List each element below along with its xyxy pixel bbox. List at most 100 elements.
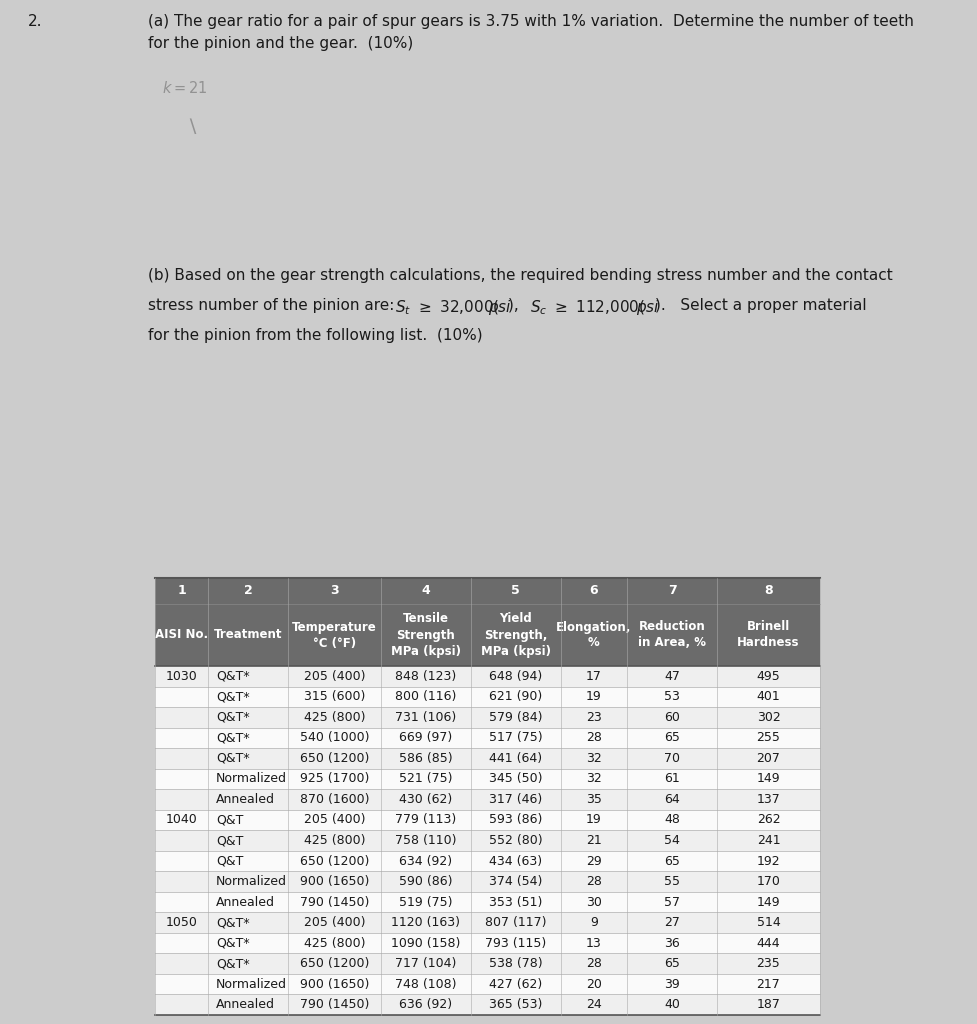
- Text: stress number of the pinion are:: stress number of the pinion are:: [148, 298, 399, 313]
- Bar: [154, 974, 819, 994]
- Text: 28: 28: [585, 876, 601, 888]
- Text: 54: 54: [663, 834, 679, 847]
- Text: Yield
Strength,
MPa (kpsi): Yield Strength, MPa (kpsi): [481, 612, 550, 657]
- Text: Q&T*: Q&T*: [216, 731, 249, 744]
- Text: 669 (97): 669 (97): [399, 731, 452, 744]
- Text: 70: 70: [663, 752, 679, 765]
- Text: 900 (1650): 900 (1650): [300, 978, 369, 990]
- Bar: [154, 578, 819, 604]
- Bar: [154, 728, 819, 749]
- Text: 255: 255: [756, 731, 780, 744]
- Text: 217: 217: [756, 978, 780, 990]
- Text: 9: 9: [589, 916, 597, 929]
- Text: 495: 495: [756, 670, 780, 683]
- Text: 53: 53: [663, 690, 679, 703]
- Text: 1: 1: [177, 585, 186, 597]
- Text: 717 (104): 717 (104): [395, 957, 456, 970]
- Text: 32: 32: [585, 752, 601, 765]
- Text: 61: 61: [663, 772, 679, 785]
- Text: 205 (400): 205 (400): [304, 916, 365, 929]
- Text: 748 (108): 748 (108): [395, 978, 456, 990]
- Bar: [154, 666, 819, 686]
- Text: 170: 170: [756, 876, 780, 888]
- Text: 848 (123): 848 (123): [395, 670, 456, 683]
- Text: 514: 514: [756, 916, 780, 929]
- Text: Q&T: Q&T: [216, 834, 243, 847]
- Text: 430 (62): 430 (62): [399, 793, 452, 806]
- Text: 8: 8: [763, 585, 772, 597]
- Bar: [154, 810, 819, 830]
- Text: 650 (1200): 650 (1200): [300, 957, 369, 970]
- Text: 17: 17: [585, 670, 601, 683]
- Text: 29: 29: [585, 855, 601, 867]
- Text: 1040: 1040: [165, 813, 197, 826]
- Text: 650 (1200): 650 (1200): [300, 855, 369, 867]
- Text: 21: 21: [585, 834, 601, 847]
- Text: 519 (75): 519 (75): [399, 896, 452, 908]
- Text: 636 (92): 636 (92): [399, 998, 452, 1012]
- Bar: [154, 933, 819, 953]
- Text: 5: 5: [511, 585, 520, 597]
- Text: 137: 137: [756, 793, 780, 806]
- Text: Q&T: Q&T: [216, 813, 243, 826]
- Text: 2.: 2.: [28, 14, 42, 29]
- Text: $\setminus$: $\setminus$: [185, 118, 197, 137]
- Text: 374 (54): 374 (54): [488, 876, 542, 888]
- Text: 149: 149: [756, 896, 780, 908]
- Text: 13: 13: [585, 937, 601, 949]
- Text: 807 (117): 807 (117): [485, 916, 546, 929]
- Text: 262: 262: [756, 813, 780, 826]
- Bar: [154, 769, 819, 790]
- Text: 65: 65: [663, 855, 679, 867]
- Bar: [154, 994, 819, 1015]
- Text: $psi$: $psi$: [635, 298, 659, 317]
- Text: 425 (800): 425 (800): [304, 937, 365, 949]
- Text: 28: 28: [585, 731, 601, 744]
- Text: 205 (400): 205 (400): [304, 813, 365, 826]
- Text: 235: 235: [756, 957, 780, 970]
- Text: 900 (1650): 900 (1650): [300, 876, 369, 888]
- Text: 32: 32: [585, 772, 601, 785]
- Bar: [154, 851, 819, 871]
- Text: Tensile
Strength
MPa (kpsi): Tensile Strength MPa (kpsi): [391, 612, 460, 657]
- Text: 925 (1700): 925 (1700): [300, 772, 369, 785]
- Text: 7: 7: [667, 585, 676, 597]
- Text: Q&T*: Q&T*: [216, 937, 249, 949]
- Text: Annealed: Annealed: [216, 793, 275, 806]
- Text: $S_t$: $S_t$: [395, 298, 410, 316]
- Text: 36: 36: [663, 937, 679, 949]
- Text: 64: 64: [663, 793, 679, 806]
- Text: 241: 241: [756, 834, 780, 847]
- Text: 55: 55: [663, 876, 679, 888]
- Bar: [154, 892, 819, 912]
- Text: 345 (50): 345 (50): [488, 772, 542, 785]
- Text: 315 (600): 315 (600): [304, 690, 364, 703]
- Text: 192: 192: [756, 855, 780, 867]
- Text: 401: 401: [756, 690, 780, 703]
- Text: Q&T*: Q&T*: [216, 690, 249, 703]
- Text: 48: 48: [663, 813, 679, 826]
- Text: Annealed: Annealed: [216, 896, 275, 908]
- Text: ),: ),: [507, 298, 528, 313]
- Text: 521 (75): 521 (75): [399, 772, 452, 785]
- Text: (a) The gear ratio for a pair of spur gears is 3.75 with 1% variation.  Determin: (a) The gear ratio for a pair of spur ge…: [148, 14, 913, 51]
- Text: 1120 (163): 1120 (163): [391, 916, 460, 929]
- Text: 30: 30: [585, 896, 601, 908]
- Text: Treatment: Treatment: [214, 629, 282, 641]
- Bar: [154, 790, 819, 810]
- Text: 19: 19: [585, 813, 601, 826]
- Bar: [154, 830, 819, 851]
- Text: 590 (86): 590 (86): [399, 876, 452, 888]
- Bar: [154, 604, 819, 666]
- Text: 23: 23: [585, 711, 601, 724]
- Text: 540 (1000): 540 (1000): [300, 731, 369, 744]
- Text: 779 (113): 779 (113): [395, 813, 456, 826]
- Text: 731 (106): 731 (106): [395, 711, 456, 724]
- Text: Normalized: Normalized: [216, 876, 287, 888]
- Text: 4: 4: [421, 585, 430, 597]
- Text: $psi$: $psi$: [488, 298, 511, 317]
- Text: 20: 20: [585, 978, 601, 990]
- Text: 425 (800): 425 (800): [304, 711, 365, 724]
- Text: 65: 65: [663, 957, 679, 970]
- Bar: [154, 749, 819, 769]
